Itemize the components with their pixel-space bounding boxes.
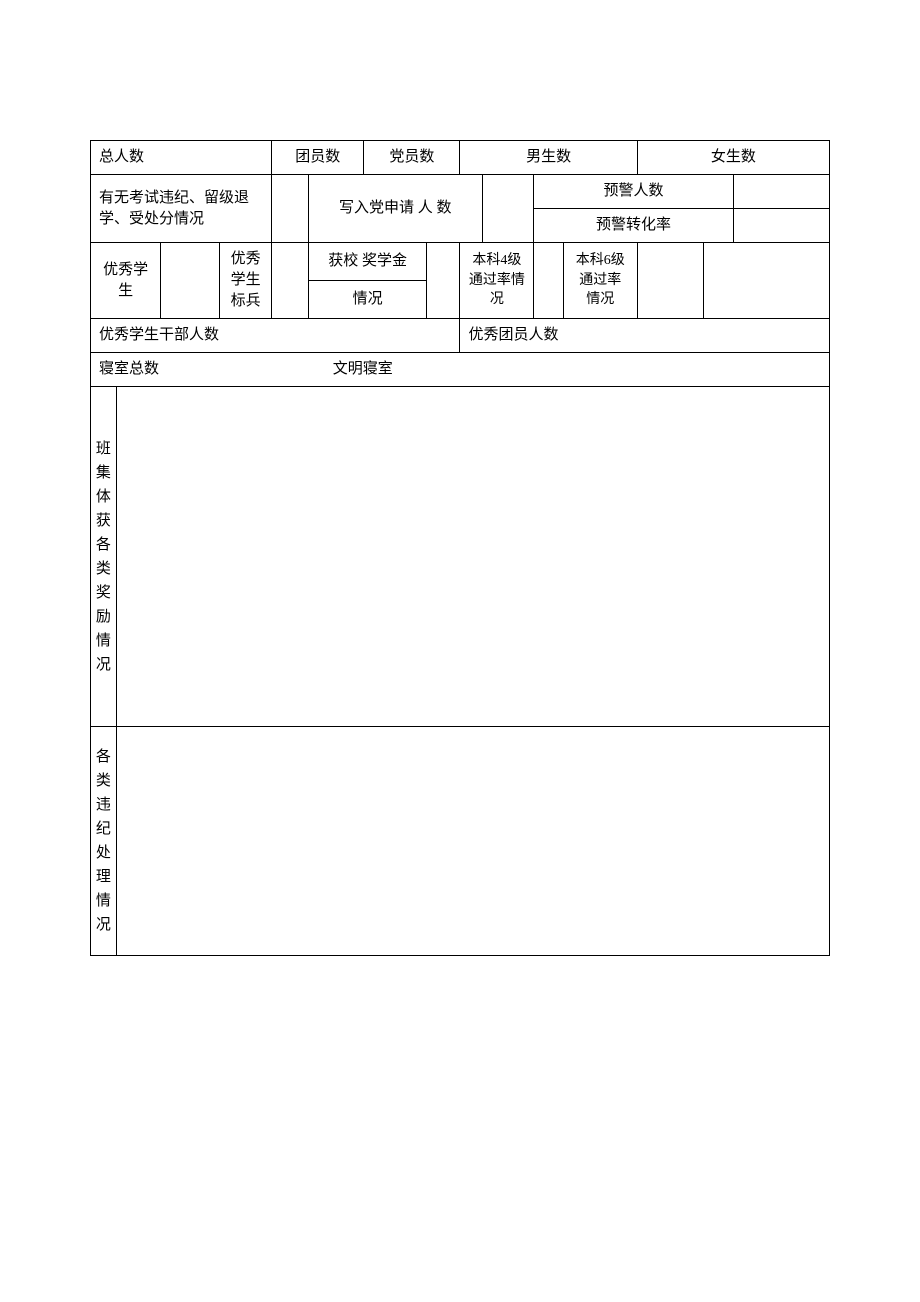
- vchar: 情: [95, 629, 112, 653]
- vchar: 各: [95, 745, 112, 769]
- cell-dorm: 寝室总数 文明寝室: [91, 353, 830, 387]
- label-total: 总人数: [91, 141, 272, 175]
- cell-warning-count-value: [733, 175, 829, 209]
- label-scholarship-top: 获校 奖学金: [308, 243, 426, 281]
- vchar: 况: [95, 913, 112, 937]
- cell-extra-right: [704, 243, 830, 319]
- vchar: 类: [95, 557, 112, 581]
- row-dorm: 寝室总数 文明寝室: [91, 353, 830, 387]
- cell-scholarship-value: [427, 243, 460, 319]
- cell-warning-rate-value: [733, 209, 829, 243]
- vchar: 获: [95, 509, 112, 533]
- vchar: 理: [95, 865, 112, 889]
- label-dorm-civil: 文明寝室: [333, 359, 393, 380]
- vchar: 情: [95, 889, 112, 913]
- vchar: 纪: [95, 817, 112, 841]
- row-cadre-league: 优秀学生干部人数 优秀团员人数: [91, 319, 830, 353]
- label-league: 优秀团员人数: [460, 319, 830, 353]
- label-excellent-student: 优秀学生: [91, 243, 161, 319]
- cell-violations-content: [116, 727, 829, 956]
- cell-cet6-value: [637, 243, 704, 319]
- vchar: 班: [95, 437, 112, 461]
- label-party-apply: 写入党申请 人 数: [308, 175, 482, 243]
- label-warning-count: 预警人数: [534, 175, 733, 209]
- vchar: 奖: [95, 581, 112, 605]
- label-exam-violation: 有无考试违纪、留级退学、受处分情况: [91, 175, 272, 243]
- label-member: 团员数: [272, 141, 364, 175]
- cell-exam-violation-value: [272, 175, 309, 243]
- vchar: 处: [95, 841, 112, 865]
- cell-cet4-value: [534, 243, 564, 319]
- row-class-awards: 班 集 体 获 各 类 奖 励 情 况: [91, 387, 830, 727]
- label-excellent-pacesetter: 优秀学生标兵: [220, 243, 272, 319]
- label-male: 男生数: [460, 141, 637, 175]
- label-warning-rate: 预警转化率: [534, 209, 733, 243]
- vchar: 体: [95, 485, 112, 509]
- vchar: 违: [95, 793, 112, 817]
- vchar: 集: [95, 461, 112, 485]
- vchar: 各: [95, 533, 112, 557]
- label-cet4: 本科4级通过率情况: [460, 243, 534, 319]
- label-scholarship-bottom: 情况: [308, 281, 426, 319]
- label-cadre: 优秀学生干部人数: [91, 319, 460, 353]
- cell-excellent-pacesetter-value: [272, 243, 309, 319]
- form-table: 总人数 团员数 党员数 男生数 女生数 有无考试违纪、留级退学、受处分情况 写入…: [90, 140, 830, 956]
- label-class-awards: 班 集 体 获 各 类 奖 励 情 况: [91, 387, 117, 727]
- label-violations: 各 类 违 纪 处 理 情 况: [91, 727, 117, 956]
- row-violations: 各 类 违 纪 处 理 情 况: [91, 727, 830, 956]
- row-apply-warning: 有无考试违纪、留级退学、受处分情况 写入党申请 人 数 预警人数: [91, 175, 830, 209]
- row-excellent: 优秀学生 优秀学生标兵 获校 奖学金 本科4级通过率情况 本科6级 通过率 情况: [91, 243, 830, 281]
- vchar: 励: [95, 605, 112, 629]
- vchar: 况: [95, 653, 112, 677]
- label-party: 党员数: [364, 141, 460, 175]
- cell-class-awards-content: [116, 387, 829, 727]
- cell-excellent-student-value: [161, 243, 220, 319]
- label-dorm-total: 寝室总数: [99, 359, 159, 380]
- label-female: 女生数: [637, 141, 829, 175]
- cell-party-apply-value: [482, 175, 534, 243]
- label-cet6: 本科6级 通过率 情况: [563, 243, 637, 319]
- vchar: 类: [95, 769, 112, 793]
- row-basic-counts: 总人数 团员数 党员数 男生数 女生数: [91, 141, 830, 175]
